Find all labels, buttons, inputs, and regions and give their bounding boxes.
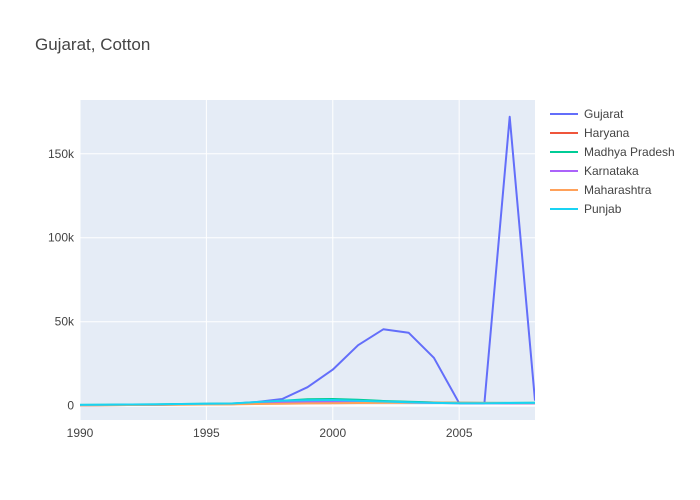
legend-item-punjab[interactable]: Punjab: [550, 202, 622, 216]
x-tick-label: 1995: [193, 426, 220, 440]
legend-label: Madhya Pradesh: [584, 145, 675, 159]
x-tick-label: 1990: [67, 426, 94, 440]
axis-tick-labels: 0 50k 100k 150k 1990 1995 2000 2005: [48, 147, 473, 440]
legend-label: Punjab: [584, 202, 622, 216]
legend-item-maharashtra[interactable]: Maharashtra: [550, 183, 652, 197]
grid-lines: [79, 100, 535, 420]
legend[interactable]: Gujarat Haryana Madhya Pradesh Karnataka Mah…: [550, 107, 675, 216]
chart-title: Gujarat, Cotton: [35, 35, 150, 54]
legend-item-madhya-pradesh[interactable]: Madhya Pradesh: [550, 145, 675, 159]
legend-label: Gujarat: [584, 107, 624, 121]
legend-item-gujarat[interactable]: Gujarat: [550, 107, 624, 121]
x-tick-label: 2005: [446, 426, 473, 440]
legend-label: Maharashtra: [584, 183, 652, 197]
plot-area-background: [80, 100, 535, 420]
y-tick-label: 0: [67, 399, 74, 413]
legend-label: Karnataka: [584, 164, 639, 178]
legend-item-karnataka[interactable]: Karnataka: [550, 164, 639, 178]
y-tick-label: 100k: [48, 231, 75, 245]
x-tick-label: 2000: [319, 426, 346, 440]
series-lines: [80, 115, 535, 407]
legend-label: Haryana: [584, 126, 630, 140]
series-line-punjab: [80, 399, 535, 406]
y-tick-label: 150k: [48, 147, 75, 161]
y-tick-label: 50k: [55, 315, 75, 329]
legend-item-haryana[interactable]: Haryana: [550, 126, 630, 140]
